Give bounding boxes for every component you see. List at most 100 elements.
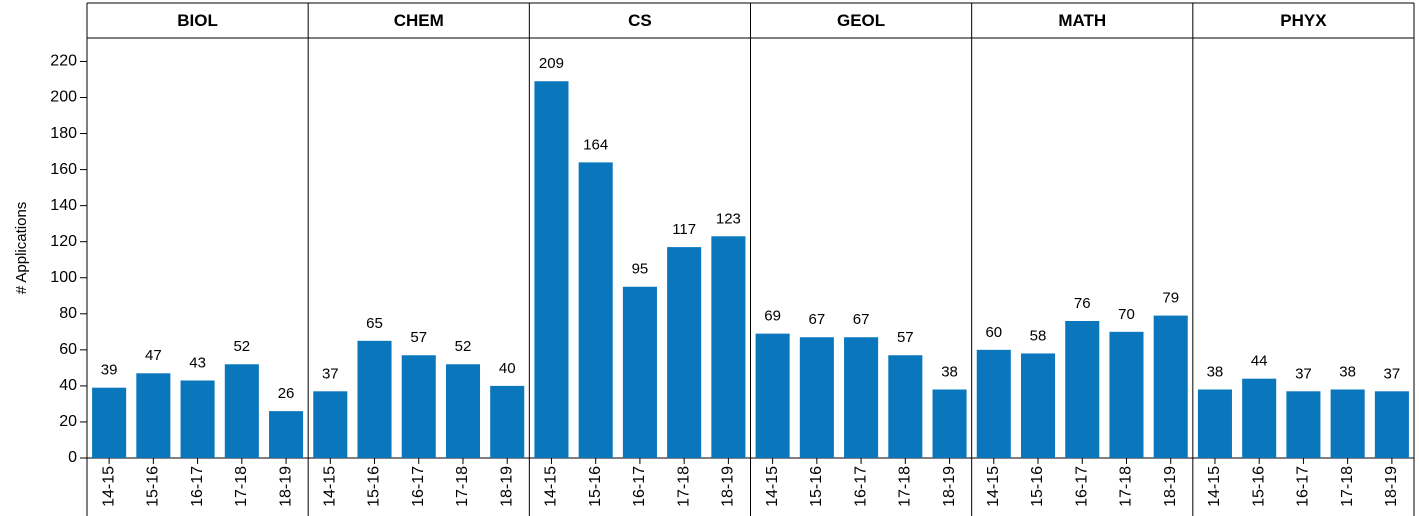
bar: [1109, 331, 1144, 458]
data-label: 26: [278, 385, 295, 402]
x-tick-label: 16-17: [410, 466, 427, 507]
data-label: 38: [941, 363, 958, 380]
panel-title: PHYX: [1280, 11, 1327, 30]
data-label: 39: [101, 362, 118, 379]
y-tick-label: 100: [50, 269, 77, 286]
bar: [1065, 321, 1100, 458]
data-label: 52: [455, 338, 472, 355]
data-label: 79: [1162, 290, 1179, 307]
y-tick-label: 120: [50, 233, 77, 250]
x-tick-label: 15-16: [808, 466, 825, 507]
bar: [534, 81, 569, 458]
bar: [1153, 315, 1188, 458]
y-tick-label: 200: [50, 89, 77, 106]
x-tick-label: 18-19: [941, 466, 958, 507]
x-tick-label: 14-15: [322, 466, 339, 507]
data-label: 65: [366, 315, 383, 332]
bar: [224, 364, 259, 458]
x-tick-label: 14-15: [764, 466, 781, 507]
x-tick-label: 14-15: [543, 466, 560, 507]
x-tick-label: 14-15: [1206, 466, 1223, 507]
data-label: 40: [499, 360, 516, 377]
x-tick-label: 14-15: [985, 466, 1002, 507]
panel-title: CHEM: [394, 11, 444, 30]
bar: [932, 389, 967, 458]
x-tick-label: 17-18: [897, 466, 914, 507]
y-tick-label: 80: [59, 305, 77, 322]
bar: [445, 364, 481, 458]
x-tick-label: 17-18: [1118, 466, 1135, 507]
bar: [313, 391, 348, 458]
y-tick-label: 160: [50, 161, 77, 178]
x-tick-label: 15-16: [1029, 466, 1046, 507]
data-label: 37: [322, 365, 339, 382]
data-label: 38: [1207, 363, 1224, 380]
bar: [622, 286, 657, 458]
x-tick-label: 17-18: [233, 466, 250, 507]
data-label: 209: [539, 55, 564, 72]
bar: [1286, 391, 1321, 458]
bar: [92, 387, 127, 458]
data-label: 37: [1384, 365, 1401, 382]
bar: [180, 380, 215, 458]
x-tick-label: 17-18: [1339, 466, 1356, 507]
bar: [490, 385, 525, 458]
x-tick-label: 16-17: [189, 466, 206, 507]
x-tick-label: 16-17: [1073, 466, 1090, 507]
panel-title: BIOL: [177, 11, 218, 30]
bar: [844, 337, 879, 458]
data-label: 70: [1118, 306, 1135, 323]
bar: [711, 236, 746, 458]
data-label: 164: [583, 136, 608, 153]
bar: [976, 349, 1011, 458]
x-tick-label: 18-19: [1162, 466, 1179, 507]
x-tick-label: 14-15: [100, 466, 117, 507]
data-label: 67: [853, 311, 870, 328]
x-tick-label: 18-19: [1383, 466, 1400, 507]
y-tick-label: 140: [50, 197, 77, 214]
bar: [1242, 378, 1277, 458]
y-tick-label: 20: [59, 413, 77, 430]
y-axis-label: # Applications: [13, 202, 30, 295]
bar: [578, 162, 613, 458]
y-tick-label: 220: [50, 53, 77, 70]
bar: [357, 340, 392, 458]
x-tick-label: 16-17: [631, 466, 648, 507]
data-label: 52: [233, 338, 250, 355]
x-tick-label: 18-19: [277, 466, 294, 507]
panel-title: CS: [628, 11, 652, 30]
data-label: 117: [672, 221, 696, 238]
bar: [136, 373, 171, 458]
data-label: 47: [145, 347, 162, 364]
data-label: 58: [1030, 327, 1047, 344]
bar: [1020, 353, 1056, 458]
data-label: 57: [410, 329, 427, 346]
bar: [1197, 389, 1232, 458]
data-label: 37: [1295, 365, 1312, 382]
bar: [1374, 391, 1409, 458]
bar: [667, 247, 702, 458]
x-tick-label: 15-16: [145, 466, 162, 507]
bar: [799, 337, 834, 458]
data-label: 76: [1074, 295, 1091, 312]
x-tick-label: 18-19: [498, 466, 515, 507]
data-label: 38: [1339, 363, 1356, 380]
data-label: 57: [897, 329, 914, 346]
x-tick-label: 17-18: [454, 466, 471, 507]
y-tick-label: 0: [68, 449, 77, 466]
panel-title: MATH: [1058, 11, 1106, 30]
data-label: 69: [764, 308, 781, 325]
y-tick-label: 40: [59, 377, 77, 394]
data-label: 43: [189, 354, 206, 371]
x-tick-label: 15-16: [587, 466, 604, 507]
data-label: 123: [716, 210, 741, 227]
y-tick-label: 180: [50, 125, 77, 142]
bar: [269, 411, 304, 458]
bar: [888, 355, 923, 458]
bar: [1330, 389, 1365, 458]
panel-title: GEOL: [837, 11, 885, 30]
data-label: 60: [985, 324, 1002, 341]
x-tick-label: 17-18: [675, 466, 692, 507]
data-label: 67: [809, 311, 826, 328]
